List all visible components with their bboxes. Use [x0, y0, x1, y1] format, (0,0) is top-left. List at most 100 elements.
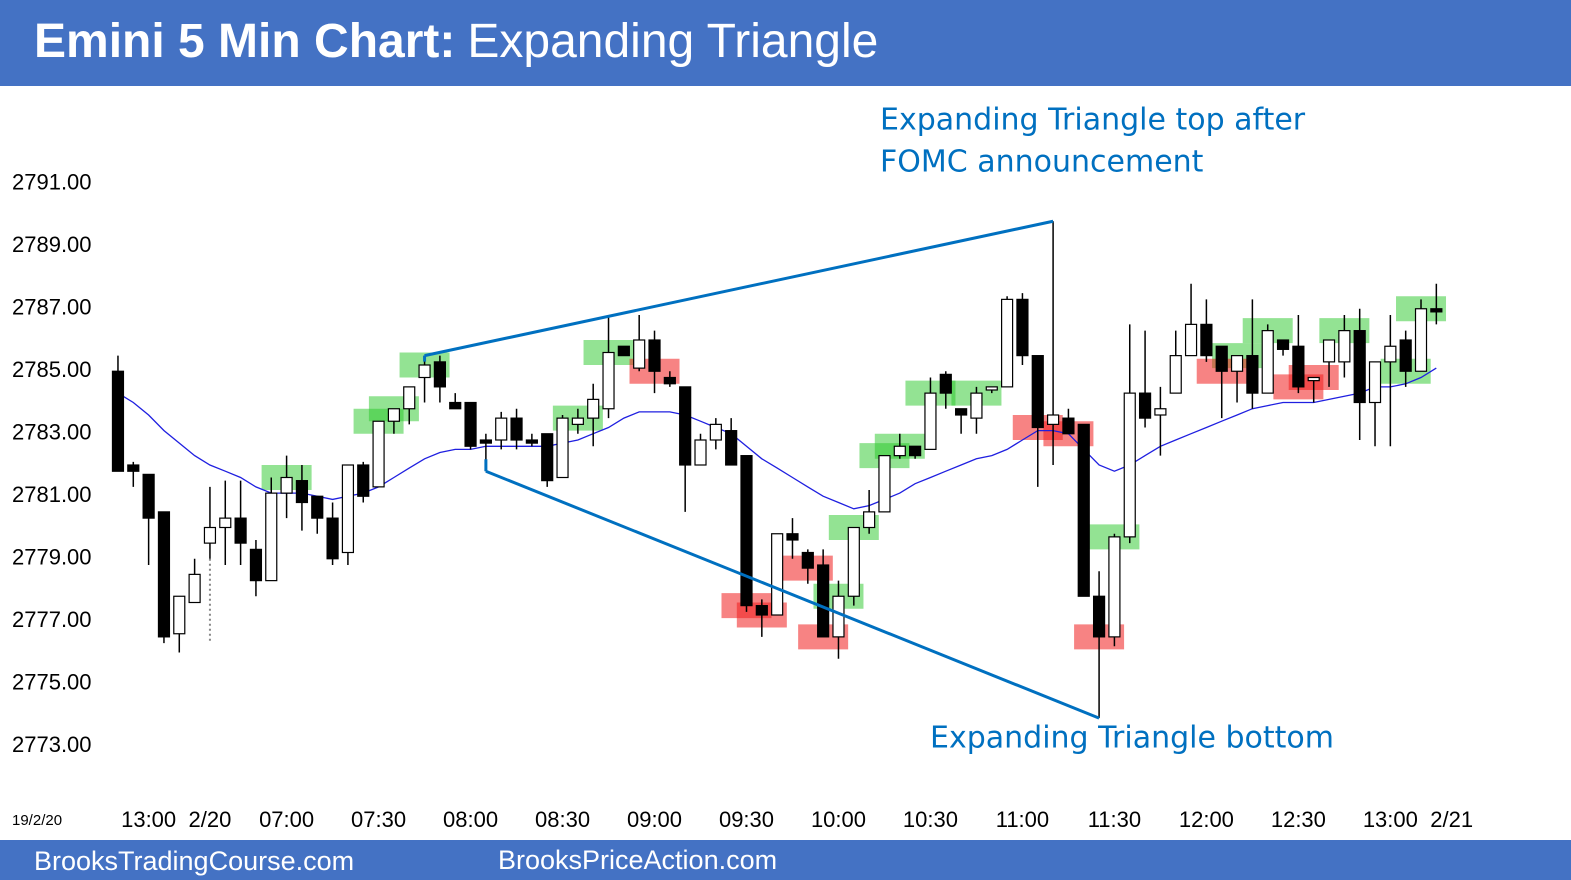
candle-body: [663, 376, 676, 385]
candle-body: [341, 464, 355, 554]
candle-body: [893, 445, 906, 457]
candle-body: [602, 351, 615, 410]
candle-body: [1353, 330, 1366, 404]
plot: 2773.00 2775.00 2777.00 2779.00 2781.00 2783.…: [12, 103, 1473, 832]
candle-body: [970, 392, 983, 419]
y-tick-label: 2791.00: [12, 170, 92, 195]
y-tick-label: 2785.00: [12, 357, 92, 382]
candle-body: [265, 492, 278, 582]
candle-body: [1230, 355, 1244, 372]
annotation: Expanding Triangle bottom: [930, 721, 1334, 756]
candle-body: [1092, 595, 1106, 638]
triangle-top: [424, 219, 1054, 358]
candle-body: [1246, 355, 1259, 394]
title-rest: Expanding Triangle: [467, 15, 878, 68]
x-tick-label: 13:00: [1363, 807, 1418, 832]
candle-body: [832, 595, 845, 638]
candle-body: [1138, 392, 1152, 419]
candle-body: [1292, 345, 1305, 388]
y-tick-label: 2789.00: [12, 232, 92, 257]
candle-body: [357, 464, 370, 497]
candle-body: [1307, 376, 1320, 382]
candle-body: [142, 473, 155, 519]
candle-body: [326, 517, 339, 560]
y-tick-label: 2787.00: [12, 295, 92, 320]
y-tick-label: 2781.00: [12, 482, 92, 507]
annotation: Expanding Triangle top after: [880, 103, 1306, 138]
candle-body: [648, 339, 661, 372]
candle-body: [203, 526, 217, 544]
candle-body: [909, 445, 922, 457]
x-tick-label: 12:00: [1179, 807, 1234, 832]
candle-body: [1384, 345, 1397, 363]
candle-body: [1031, 355, 1044, 429]
y-tick-label: 2775.00: [12, 670, 92, 695]
candle-body: [556, 417, 569, 479]
moving-average: [117, 367, 1437, 510]
footer-band: [0, 840, 1571, 880]
candle-body: [510, 417, 523, 441]
x-tick-label: 2/20: [189, 807, 232, 832]
x-tick-label: 11:00: [996, 807, 1049, 832]
candle-body: [1108, 536, 1121, 638]
candle-body: [249, 548, 263, 582]
candle-body: [1184, 323, 1198, 357]
candle-body: [1016, 298, 1029, 357]
x-tick-label: 08:00: [443, 807, 498, 832]
candle-body: [188, 573, 201, 604]
x-tick-label: 09:00: [627, 807, 682, 832]
y-tick-label: 2779.00: [12, 545, 92, 570]
candle-body: [1276, 339, 1290, 350]
triangle-bottom: [485, 469, 1100, 720]
candle-body: [234, 517, 247, 544]
candle-body: [1077, 423, 1090, 597]
x-tick-label: 07:00: [259, 807, 314, 832]
candle-body: [694, 439, 707, 466]
candle-body: [1123, 392, 1136, 538]
candle-body: [863, 511, 876, 529]
candle-body: [847, 526, 860, 597]
candle-body: [1322, 339, 1336, 363]
candle-body: [1062, 417, 1075, 435]
candle-body: [173, 595, 186, 635]
candle-body: [939, 373, 952, 394]
x-tick-label: 13:00: [121, 807, 176, 832]
candle-body: [1001, 298, 1014, 388]
x-tick-label: 07:30: [351, 807, 406, 832]
candle-body: [878, 455, 891, 513]
candle-body: [495, 417, 508, 441]
candle-body: [403, 386, 416, 410]
candle-body: [817, 564, 830, 638]
candle-body: [771, 533, 784, 616]
candle-body: [157, 511, 171, 638]
candle-body: [280, 476, 293, 494]
footer-link: BrooksTradingCourse.com: [34, 846, 354, 876]
candle-body: [1399, 339, 1412, 372]
candle-body: [1414, 308, 1428, 372]
candle-body: [1154, 408, 1167, 416]
candle-body: [372, 420, 385, 488]
candle-body: [525, 439, 538, 444]
x-tick-label: 09:30: [719, 807, 774, 832]
candle-body: [1430, 308, 1443, 313]
candle-body: [1169, 355, 1182, 394]
candle-body: [633, 339, 646, 369]
annotation: FOMC announcement: [880, 145, 1204, 180]
candle-body: [387, 408, 401, 422]
candle-body: [541, 433, 554, 482]
candle-body: [679, 386, 692, 466]
candle-body: [1261, 330, 1274, 394]
candle-body: [617, 345, 630, 357]
candle-body: [464, 401, 477, 447]
candle-body: [127, 464, 140, 472]
candle-body: [111, 370, 125, 472]
header-band: [0, 0, 1571, 86]
candle-body: [801, 551, 814, 569]
candle-body: [433, 361, 446, 388]
y-tick-label: 2783.00: [12, 420, 92, 445]
candle-body: [709, 423, 722, 441]
chart-title: Emini 5 Min Chart: Expanding Triangle: [34, 15, 878, 68]
x-tick-label: 08:30: [535, 807, 590, 832]
